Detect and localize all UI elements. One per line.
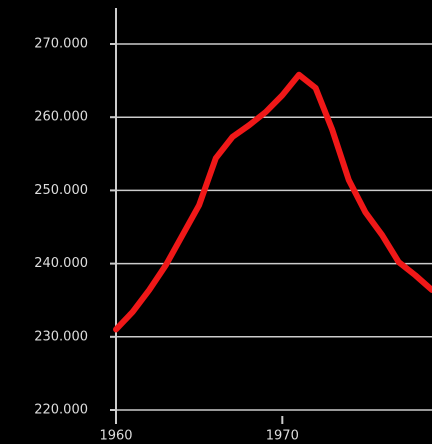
- y-tick-label: 230.000: [34, 329, 88, 344]
- data-line: [113, 71, 432, 333]
- y-tick-label: 240.000: [34, 256, 88, 271]
- x-tick-label: 1960: [99, 429, 132, 444]
- x-tick-label: 1970: [266, 429, 299, 444]
- y-tick-label: 220.000: [34, 403, 88, 418]
- y-tick-label: 250.000: [34, 183, 88, 198]
- y-tick-label: 270.000: [34, 37, 88, 52]
- y-tick-label: 260.000: [34, 110, 88, 125]
